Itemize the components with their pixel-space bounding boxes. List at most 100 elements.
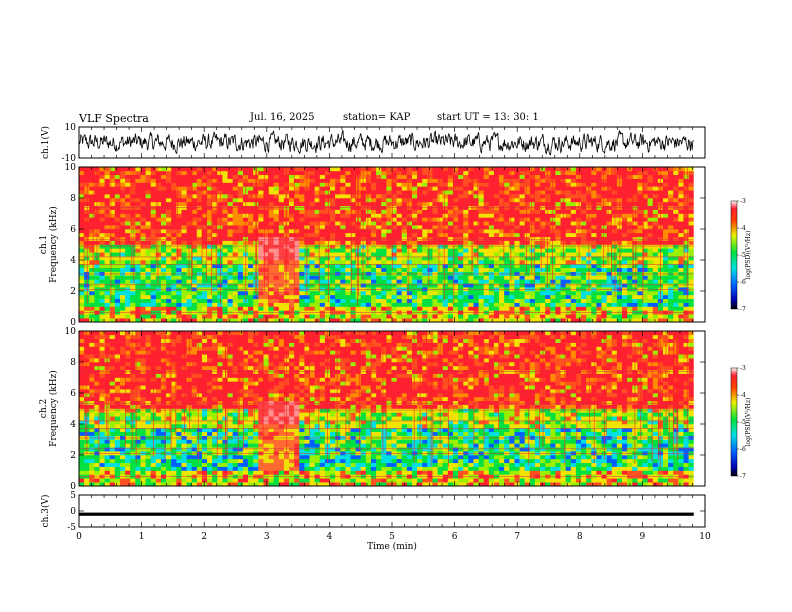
ch1-cell [309, 174, 315, 179]
ch1-cell [166, 217, 172, 222]
ch1-cell [663, 178, 669, 183]
ch1-cell [222, 283, 228, 288]
ch1-cell [365, 252, 372, 257]
ch1-cell [330, 252, 336, 257]
ch1-cell [299, 318, 305, 323]
ch1-cell [196, 205, 203, 210]
ch1-cell [181, 318, 187, 323]
ch1-cell [84, 275, 90, 280]
ch1-cell [222, 314, 228, 319]
ch1-cell [550, 229, 556, 234]
ch1-cell [565, 182, 572, 187]
ch1-cell [263, 217, 269, 222]
ch1-cell [642, 263, 648, 269]
ch1-cell [109, 263, 116, 269]
ch1-cell [493, 279, 500, 284]
ch1-cell [452, 205, 459, 210]
ch1-cell [314, 244, 321, 249]
ch1-cell [191, 248, 198, 253]
ch1-cell [606, 244, 613, 249]
ch1-cell [376, 248, 382, 253]
ch1-cell [207, 275, 213, 280]
ch1-cell [278, 256, 285, 261]
ch1-cell [529, 194, 536, 199]
ch1-cell [109, 190, 116, 195]
ch1-cell [166, 244, 172, 249]
ch1-cell [371, 198, 377, 203]
ch1-cell [289, 225, 295, 230]
ch1-cell [232, 256, 239, 261]
ch1-cell [135, 244, 141, 249]
ch1-cell [212, 283, 218, 288]
ch1-cell [657, 306, 664, 311]
ch1-cell [478, 190, 484, 195]
ch1-cell [673, 221, 679, 226]
ch1-cell [345, 240, 351, 245]
ch1-cell [560, 298, 566, 303]
ch1-cell [488, 275, 495, 280]
ch1-cell [309, 291, 315, 296]
ch1-cell [396, 240, 403, 245]
ch1-cell [155, 244, 162, 249]
ch1-cell [478, 294, 484, 300]
ch1-cell [437, 167, 444, 172]
ch1-cell [273, 167, 280, 172]
ch1-cell [622, 291, 628, 296]
ch1-cell [468, 186, 474, 191]
ch1-cell [406, 198, 413, 203]
ch1-cell [289, 252, 295, 257]
ch1-cell [94, 298, 100, 303]
ch1-cell [212, 240, 218, 245]
ch1-cell [135, 225, 141, 230]
ch1-cell [145, 232, 152, 238]
ch1-cell [606, 298, 613, 303]
ch1-cell [627, 306, 633, 311]
ch1-cell [217, 291, 223, 296]
ch1-cell [452, 225, 459, 230]
ch1-cell [160, 306, 167, 311]
ch1-cell [125, 182, 131, 187]
ch1-cell [427, 205, 433, 210]
ch1-cell [581, 167, 587, 172]
ch1-cell [581, 302, 587, 307]
ch1-cell [130, 294, 136, 300]
ch1-cell [575, 302, 582, 307]
ch1-cell [550, 225, 556, 230]
ch1-cell [411, 186, 418, 191]
ch1-cell [591, 170, 597, 176]
ch1-cell [406, 244, 413, 249]
ch1-cell [657, 318, 664, 323]
ch1-cell [601, 217, 607, 222]
ch1-cell [401, 205, 408, 210]
ch1-cell [688, 236, 695, 241]
ch1-cell [652, 205, 659, 210]
ch1-cell [278, 306, 285, 311]
ch1-cell [217, 263, 223, 269]
ch1-cell [540, 248, 546, 253]
ch1-cell [376, 186, 382, 191]
ch1-cell [570, 229, 577, 234]
ch1-cell [258, 298, 264, 303]
ch1-cell [381, 190, 387, 195]
ch1-cell [84, 244, 90, 249]
ch1-cell [99, 229, 105, 234]
ch1-cell [652, 279, 659, 284]
ch1-cell [581, 263, 587, 269]
ch1-cell [493, 283, 500, 288]
ch1-cell [391, 260, 397, 265]
ch1-cell [294, 263, 300, 269]
ch1-cell [575, 283, 582, 288]
ch1-cell [406, 318, 413, 323]
ch1-cell [411, 201, 418, 207]
ch1-cell [534, 217, 541, 222]
ch1-cell [493, 248, 500, 253]
ch1-cell [104, 186, 111, 191]
ch1-cell [411, 178, 418, 183]
ch1-cell [504, 260, 510, 265]
ch1-cell [452, 294, 459, 300]
ch1-cell [181, 194, 187, 199]
ch1-cell [437, 252, 444, 257]
ch1-cell [237, 170, 244, 176]
ch1-cell [622, 275, 628, 280]
ch1-cell [355, 298, 362, 303]
